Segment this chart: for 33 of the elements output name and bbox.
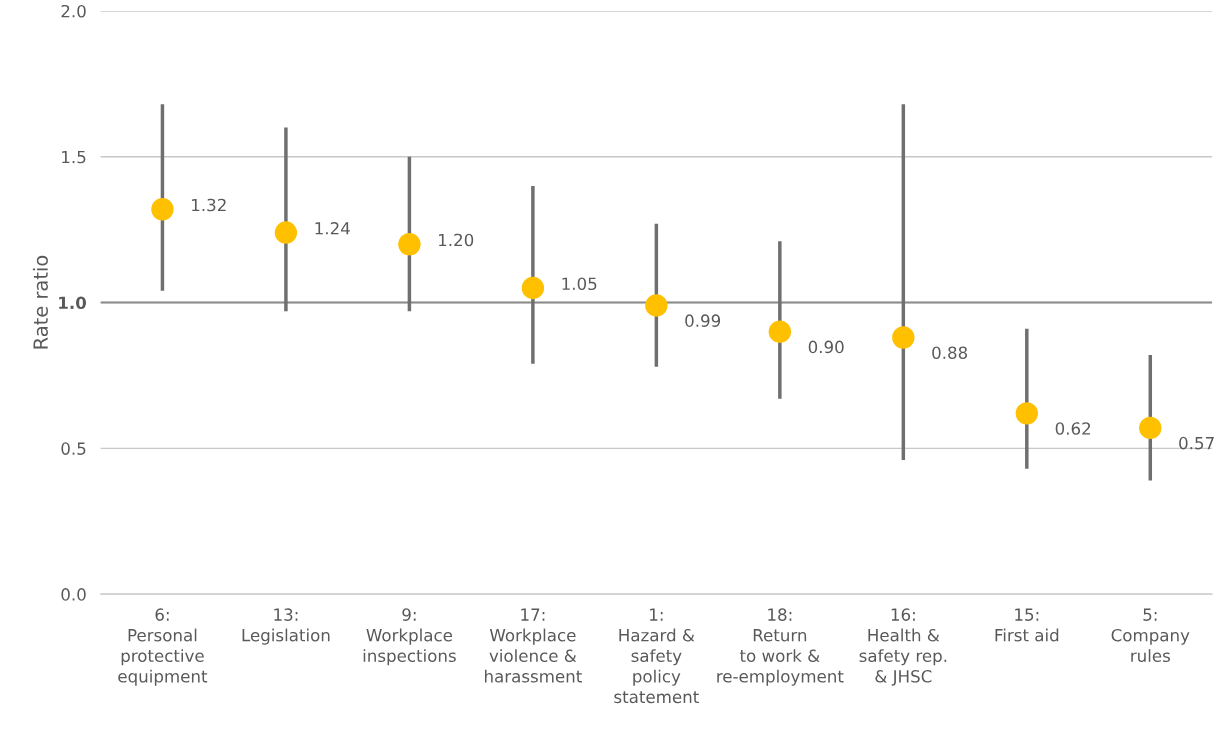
point xyxy=(274,221,298,244)
data-label: 1.24 xyxy=(315,222,350,235)
point xyxy=(521,276,545,300)
y-axis-title: Rate ratio xyxy=(32,255,48,349)
data-label: 0.57 xyxy=(1179,436,1214,450)
y-tick-label: 0.5 xyxy=(61,442,86,455)
data-label: 0.88 xyxy=(932,346,968,360)
point xyxy=(1015,402,1039,425)
x-tick-label: 1: Hazard & safety policy statement xyxy=(614,608,699,704)
x-tick-label: 18: Return to work & re-employment xyxy=(717,608,844,686)
point xyxy=(892,326,915,349)
x-tick-label: 15: First aid xyxy=(995,608,1059,642)
point xyxy=(1139,416,1162,440)
point xyxy=(645,294,668,317)
data-label: 0.99 xyxy=(685,314,721,327)
x-tick-label: 13: Legislation xyxy=(242,608,330,645)
y-tick-label: 0.0 xyxy=(61,588,86,601)
x-tick-label: 5: Company rules xyxy=(1111,608,1190,663)
data-label: 0.62 xyxy=(1055,422,1091,435)
x-tick-label: 6: Personal protective equipment xyxy=(118,608,208,686)
data-label: 0.90 xyxy=(808,340,844,354)
point xyxy=(398,233,421,256)
point xyxy=(768,320,792,343)
data-label: 1.20 xyxy=(439,233,474,247)
y-tick-label: 1.5 xyxy=(62,150,86,164)
x-tick-label: 9: Workplace inspections xyxy=(363,608,456,666)
point xyxy=(151,198,174,221)
x-tick-label: 16: Health & safety rep. & JHSC xyxy=(859,608,947,686)
data-label: 1.32 xyxy=(192,198,226,212)
y-tick-label: 2.0 xyxy=(61,4,86,18)
x-tick-label: 17: Workplace violence & harassment xyxy=(485,608,582,683)
y-tick-label: 1.0 xyxy=(59,296,87,310)
data-label: 1.05 xyxy=(562,277,597,291)
